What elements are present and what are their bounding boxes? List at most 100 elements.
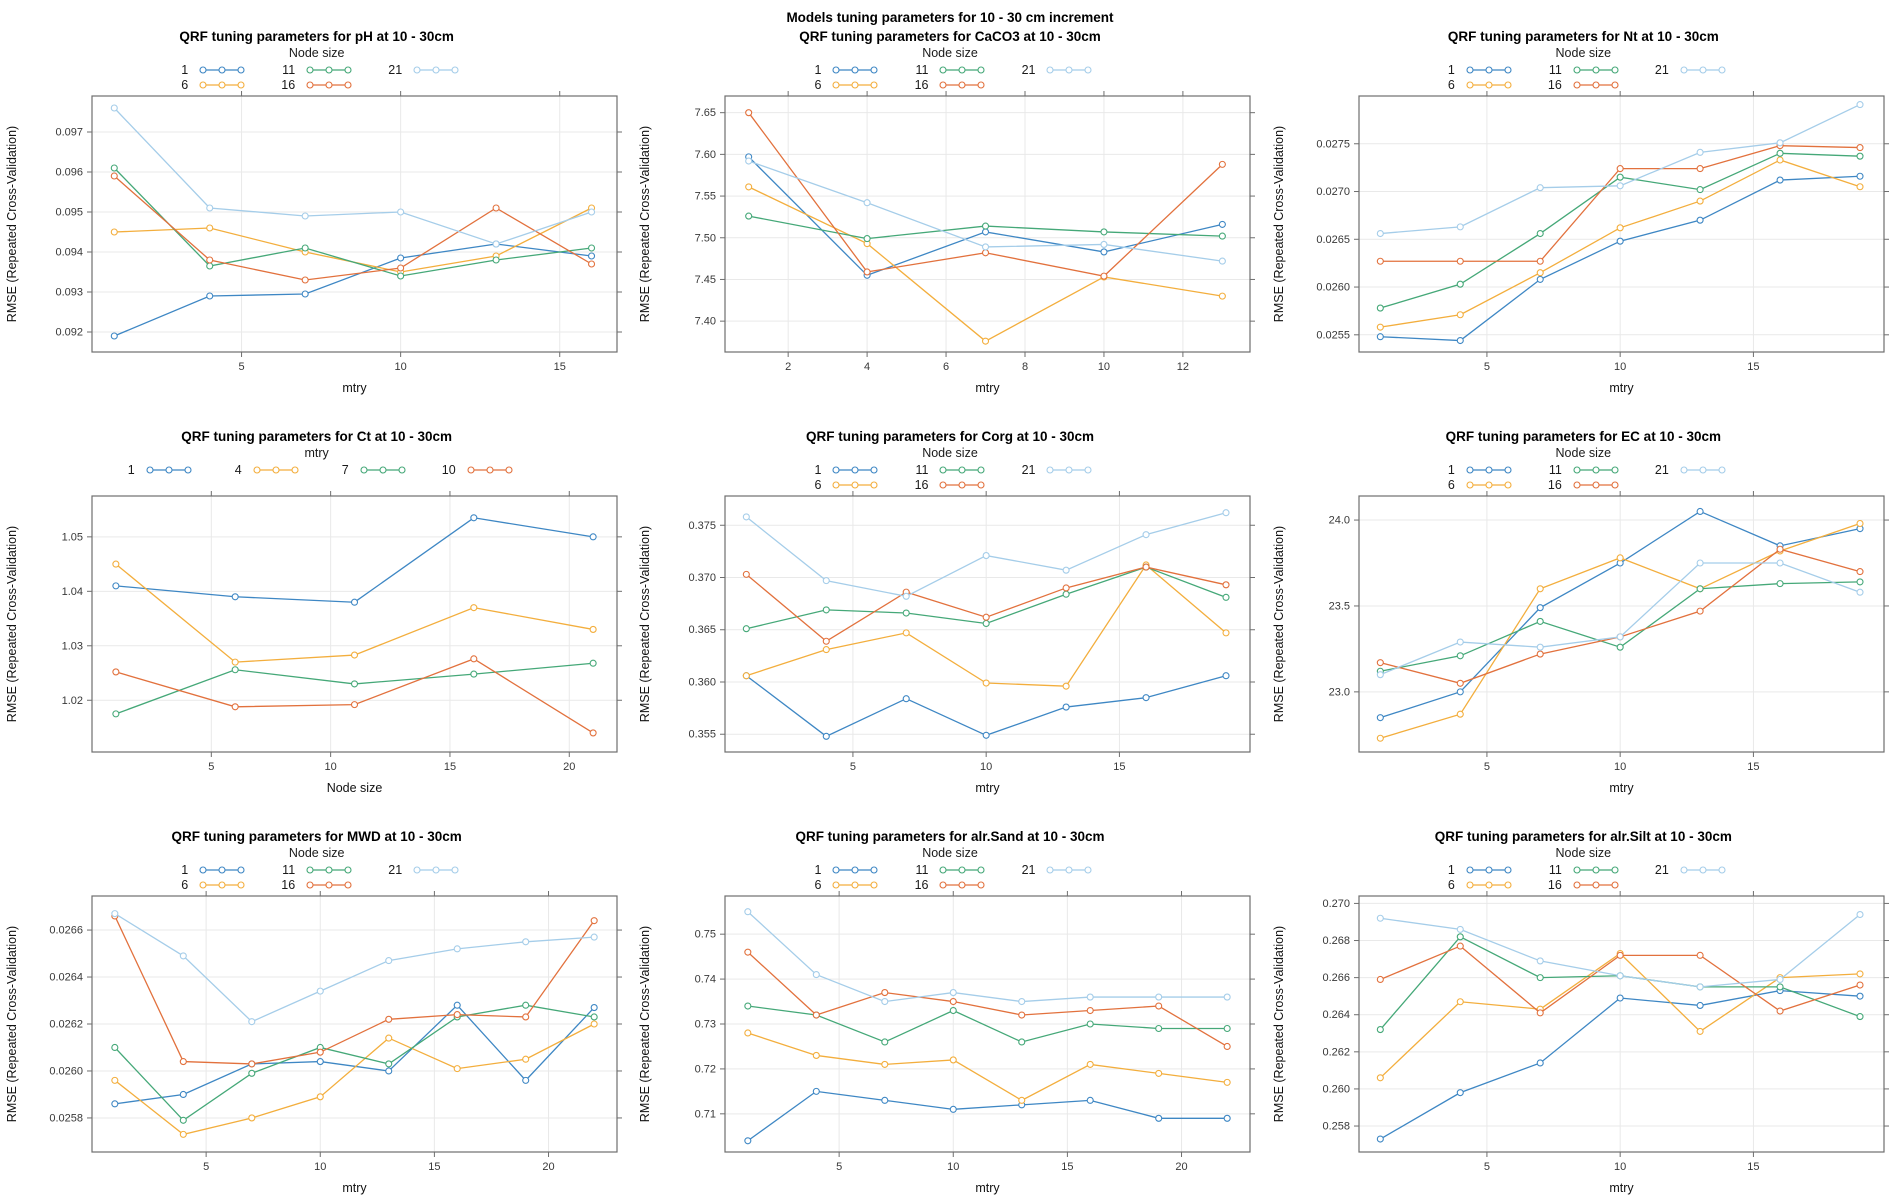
data-point (1155, 1069, 1163, 1077)
legend-line-icon (360, 465, 406, 474)
series-21 (1376, 911, 1864, 991)
x-tick-label: 5 (203, 1161, 209, 1173)
series-16 (744, 948, 1232, 1051)
data-point (1376, 230, 1384, 238)
y-tick-label: 0.0270 (1316, 186, 1350, 198)
legend-entry-label: 6 (1447, 477, 1455, 492)
data-point (1856, 970, 1864, 978)
data-point (1776, 139, 1784, 147)
legend-entry: 1 (804, 862, 881, 877)
x-tick-label: 10 (1614, 1161, 1626, 1173)
y-axis-label: RMSE (Repeated Cross-Validation) (1272, 526, 1286, 722)
y-axis-label: RMSE (Repeated Cross-Validation) (5, 926, 19, 1122)
legend-entries: 1 6 11 16 21 (171, 862, 462, 892)
plot-group: 5 10 15 0.258 0.260 0.262 0.264 0.266 0.268 0.270… (1272, 891, 1889, 1195)
series-11 (110, 164, 596, 280)
data-point (588, 244, 596, 252)
data-point (1224, 1042, 1232, 1051)
legend-line-icon (832, 465, 879, 474)
data-point (248, 1018, 256, 1026)
y-axis-label: RMSE (Repeated Cross-Validation) (638, 126, 652, 322)
legend-entry-label: 21 (388, 62, 403, 77)
data-point (1143, 694, 1151, 702)
x-tick-label: 5 (837, 1161, 843, 1173)
data-point (1456, 652, 1464, 660)
title-block: QRF tuning parameters for Corg at 10 - 3… (633, 400, 1266, 446)
data-point (743, 570, 751, 578)
legend-entry: 6 (171, 77, 248, 92)
chart-title: QRF tuning parameters for pH at 10 - 30c… (179, 29, 454, 44)
legend-line-icon (199, 65, 245, 74)
data-point (590, 1004, 598, 1012)
data-point (813, 971, 821, 979)
data-point (1376, 1074, 1384, 1082)
legend-title: Node size (922, 446, 978, 460)
legend-entry-label: 21 (1654, 462, 1669, 477)
legend-line-icon (1466, 880, 1512, 889)
title-block: QRF tuning parameters for EC at 10 - 30c… (1267, 400, 1900, 446)
legend-line-icon (1573, 65, 1619, 74)
legend-entry: 1 (118, 462, 195, 477)
data-point (1063, 584, 1071, 592)
data-point (589, 729, 597, 737)
plot-area: 5 10 15 20 0.0258 0.0260 0.0262 0.0264 0.0266 mtr… (5, 891, 623, 1195)
data-point (1155, 1114, 1163, 1122)
data-point (743, 513, 751, 521)
series-6 (1376, 156, 1864, 331)
plot-group: 5 10 15 23.0 23.5 24.0 mtry RMSE (Repeated Cros… (1272, 491, 1889, 795)
plot-area: 5 10 15 20 1.02 1.03 1.04 1.05 Node size RMSE (Re… (5, 491, 623, 795)
data-point (316, 1093, 324, 1101)
data-point (881, 997, 889, 1006)
legend-entries: 1 6 11 16 21 (1438, 462, 1729, 492)
data-point (743, 672, 751, 680)
data-point (1616, 237, 1624, 245)
series-1 (745, 153, 1227, 279)
data-point (111, 1100, 119, 1108)
legend-line-icon (199, 80, 245, 89)
data-point (470, 655, 478, 663)
legend-line-icon (306, 880, 352, 889)
chart-title: QRF tuning parameters for CaCO3 at 10 - … (799, 29, 1101, 44)
legend-line-icon (253, 465, 299, 474)
legend-entry-label: 1 (814, 62, 822, 77)
data-point (206, 262, 214, 270)
data-point (982, 222, 990, 230)
legend-entry: 16 (1545, 77, 1622, 92)
data-point (1456, 280, 1464, 288)
legend-entry: 16 (911, 477, 988, 492)
data-point (1536, 1009, 1544, 1017)
legend-entry-label: 21 (1021, 62, 1036, 77)
data-point (1536, 257, 1544, 265)
y-axis-label: RMSE (Repeated Cross-Validation) (1272, 926, 1286, 1122)
legend-entry: 11 (278, 62, 355, 77)
legend: Node size 1 6 11 16 21 (633, 46, 1266, 92)
x-axis-label: mtry (343, 381, 368, 395)
plot-area: 5 10 15 23.0 23.5 24.0 mtry RMSE (Repeated Cros… (1272, 491, 1889, 795)
legend-entry-label: 1 (1447, 62, 1455, 77)
data-point (453, 1001, 461, 1009)
legend-line-icon (832, 65, 879, 74)
legend-entry: 16 (911, 77, 988, 92)
legend-entry: 11 (278, 862, 355, 877)
data-point (1696, 507, 1704, 516)
plot-border (1358, 895, 1885, 1153)
series-line (114, 913, 595, 1023)
x-tick-label: 5 (208, 761, 214, 773)
plot-border (91, 95, 618, 353)
legend-entry-label: 6 (1447, 77, 1455, 92)
data-point (1222, 672, 1231, 680)
plot-border (724, 95, 1252, 353)
data-point (1087, 1096, 1095, 1104)
y-tick-label: 0.094 (56, 247, 84, 259)
data-point (112, 710, 120, 718)
data-point (1616, 165, 1624, 173)
legend-entry: 6 (804, 477, 881, 492)
data-point (881, 1038, 889, 1046)
data-point (745, 109, 753, 117)
data-point (903, 629, 911, 637)
series-line (747, 911, 1228, 1003)
data-point (1696, 165, 1704, 173)
data-point (1456, 688, 1464, 696)
legend-entry-label: 4 (234, 462, 242, 477)
data-point (744, 1137, 752, 1145)
